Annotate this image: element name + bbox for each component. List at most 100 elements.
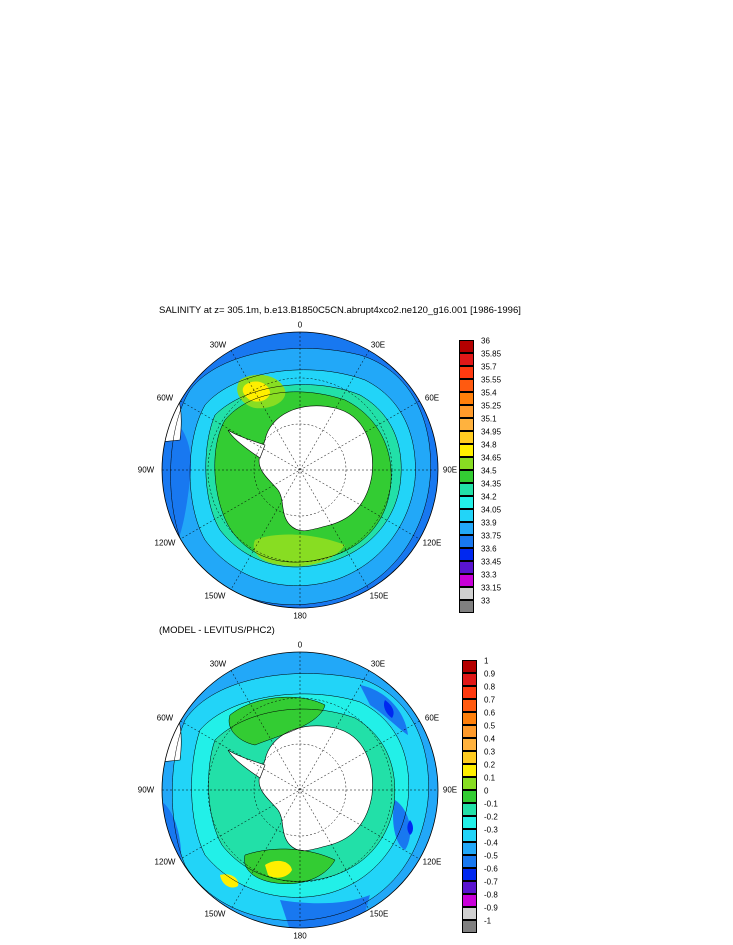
panel2-colorbar-label: -0.7 — [484, 877, 498, 887]
panel1-colorbar-swatch — [459, 444, 474, 457]
panel1-colorbar-label: 36 — [481, 336, 490, 346]
panel2-colorbar-swatch — [462, 894, 477, 907]
panel2-colorbar-label: -0.2 — [484, 812, 498, 822]
panel1-colorbar-label: 35.1 — [481, 414, 497, 424]
panel1-colorbar-label: 35.4 — [481, 388, 497, 398]
panel2-colorbar-swatch — [462, 725, 477, 738]
panel1-lon-90e: 90E — [442, 465, 458, 475]
panel2-colorbar-swatch — [462, 699, 477, 712]
panel2-colorbar-label: 0.2 — [484, 760, 496, 770]
panel1-colorbar-label: 34.65 — [481, 453, 502, 463]
panel1-colorbar-label: 35.55 — [481, 375, 502, 385]
panel2-colorbar-label: 0.9 — [484, 669, 496, 679]
panel1-colorbar-swatch — [459, 535, 474, 548]
panel1-colorbar-label: 34.8 — [481, 440, 497, 450]
panel1-colorbar-swatch — [459, 340, 474, 353]
panel1-colorbar-swatch — [459, 587, 474, 600]
panel1-colorbar-swatch — [459, 353, 474, 366]
panel2-colorbar-label: -0.5 — [484, 851, 498, 861]
panel2-colorbar-label: 0.6 — [484, 708, 496, 718]
panel1-colorbar-label: 34.95 — [481, 427, 502, 437]
panel1-colorbar-label: 35.25 — [481, 401, 502, 411]
panel2-lon-90e: 90E — [442, 785, 458, 795]
panel1-lon-120e: 120E — [422, 538, 442, 548]
panel2-colorbar-swatch — [462, 881, 477, 894]
panel2-colorbar-swatch — [462, 673, 477, 686]
panel2-colorbar-swatch — [462, 712, 477, 725]
panel2-colorbar-swatch — [462, 738, 477, 751]
panel1-colorbar-label: 33.45 — [481, 557, 502, 567]
panel1-colorbar: 36 35.85 35.7 35.55 35.4 35.25 35.1 34.95 34.8 34… — [459, 336, 519, 613]
panel1-colorbar-swatch — [459, 392, 474, 405]
panel2-colorbar-swatch — [462, 829, 477, 842]
panel2-lon-60e: 60E — [424, 713, 440, 723]
panel2-colorbar-label: 0.3 — [484, 747, 496, 757]
panel1-lon-150e: 150E — [369, 591, 389, 601]
panel2-colorbar-swatch — [462, 751, 477, 764]
panel1-colorbar-swatch — [459, 600, 474, 613]
panel2-lon-30e: 30E — [370, 659, 386, 669]
panel1-colorbar-label: 34.2 — [481, 492, 497, 502]
panel1-colorbar-label: 33 — [481, 596, 490, 606]
panel1-colorbar-label: 33.15 — [481, 583, 502, 593]
panel1-colorbar-swatch — [459, 509, 474, 522]
panel2-colorbar-swatch — [462, 907, 477, 920]
panel2-colorbar-swatch — [462, 803, 477, 816]
panel2-colorbar-label: -0.4 — [484, 838, 498, 848]
panel1-colorbar-swatch — [459, 574, 474, 587]
panel1-title: SALINITY at z= 305.1m, b.e13.B1850C5CN.a… — [159, 305, 521, 316]
panel2-colorbar-label: 0.4 — [484, 734, 496, 744]
panel2-lon-120w: 120W — [154, 857, 176, 867]
panel1-colorbar-swatch — [459, 418, 474, 431]
panel1-lon-0: 0 — [297, 320, 303, 330]
panel2-lon-150e: 150E — [369, 909, 389, 919]
panel2-colorbar-label: 0.7 — [484, 695, 496, 705]
panel2-colorbar-swatch — [462, 660, 477, 673]
panel2-colorbar-label: 1 — [484, 656, 489, 666]
panel2-colorbar-label: 0.1 — [484, 773, 496, 783]
panel2-lon-180: 180 — [293, 931, 307, 941]
panel1-colorbar-swatch — [459, 366, 474, 379]
panel1-colorbar-swatch — [459, 457, 474, 470]
panel2-colorbar-swatch — [462, 868, 477, 881]
panel1-colorbar-swatch — [459, 483, 474, 496]
panel1-polar-map — [161, 331, 439, 609]
panel2-colorbar-label: 0.5 — [484, 721, 496, 731]
panel1-lon-150w: 150W — [204, 591, 226, 601]
panel2-colorbar-swatch — [462, 920, 477, 933]
panel2-colorbar-label: 0.8 — [484, 682, 496, 692]
panel1-colorbar-label: 33.75 — [481, 531, 502, 541]
panel2-colorbar-label: -0.6 — [484, 864, 498, 874]
panel1-lon-180: 180 — [293, 611, 307, 621]
panel1-colorbar-swatch — [459, 379, 474, 392]
panel1-colorbar-swatch — [459, 561, 474, 574]
panel2-lon-60w: 60W — [156, 713, 174, 723]
panel2-colorbar-label: -0.8 — [484, 890, 498, 900]
panel2-colorbar-swatch — [462, 855, 477, 868]
panel2-colorbar-label: -0.3 — [484, 825, 498, 835]
panel1-colorbar-swatch — [459, 470, 474, 483]
panel1-lon-30w: 30W — [209, 340, 227, 350]
panel1-colorbar-swatch — [459, 548, 474, 561]
panel2-lon-150w: 150W — [204, 909, 226, 919]
panel1-colorbar-label: 34.35 — [481, 479, 502, 489]
panel1-lon-60w: 60W — [156, 393, 174, 403]
panel1-colorbar-label: 34.5 — [481, 466, 497, 476]
panel2-colorbar-label: -0.9 — [484, 903, 498, 913]
panel2-colorbar-label: 0 — [484, 786, 489, 796]
panel2-lon-90w: 90W — [137, 785, 155, 795]
panel1-lon-60e: 60E — [424, 393, 440, 403]
panel2-colorbar-label: -1 — [484, 916, 492, 926]
panel2-colorbar-swatch — [462, 842, 477, 855]
panel1-colorbar-swatch — [459, 522, 474, 535]
panel1-lon-120w: 120W — [154, 538, 176, 548]
panel2-colorbar-label: -0.1 — [484, 799, 498, 809]
panel1-colorbar-swatch — [459, 405, 474, 418]
panel2-colorbar-swatch — [462, 790, 477, 803]
panel1-colorbar-label: 33.3 — [481, 570, 497, 580]
panel1-lon-90w: 90W — [137, 465, 155, 475]
panel2-colorbar-swatch — [462, 777, 477, 790]
panel2-colorbar-swatch — [462, 686, 477, 699]
panel2-title: (MODEL - LEVITUS/PHC2) — [159, 625, 275, 636]
panel2-lon-30w: 30W — [209, 659, 227, 669]
